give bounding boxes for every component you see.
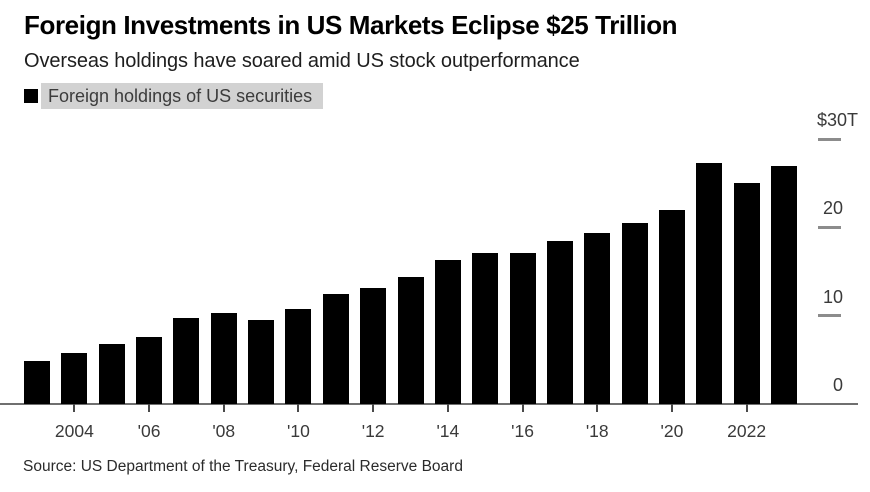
bar-2005 — [98, 343, 125, 404]
x-axis-tick-label: '20 — [660, 421, 684, 441]
x-axis-tick-label: '18 — [585, 421, 609, 441]
x-axis-tick-label: '14 — [436, 421, 460, 441]
chart-title: Foreign Investments in US Markets Eclips… — [24, 10, 678, 40]
y-gridline-dash — [818, 314, 841, 318]
legend-label: Foreign holdings of US securities — [41, 83, 324, 109]
bar-2016 — [509, 252, 536, 404]
x-axis-tick — [148, 404, 151, 412]
bar-2003 — [24, 360, 50, 404]
x-axis-tick — [745, 404, 748, 412]
y-gridline-dash — [818, 137, 841, 141]
source-note: Source: US Department of the Treasury, F… — [23, 458, 463, 475]
x-axis-tick — [297, 404, 300, 412]
bar-2015 — [472, 252, 499, 404]
y-gridline-dash — [818, 225, 841, 229]
bar-2012 — [360, 288, 387, 404]
x-axis-line — [0, 403, 858, 405]
x-axis-tick — [521, 404, 524, 412]
bar-2023 — [771, 166, 797, 404]
bar-2019 — [621, 222, 648, 404]
x-axis-tick — [73, 404, 76, 412]
bar-2021 — [696, 162, 723, 404]
x-axis-tick-label: '06 — [137, 421, 161, 441]
x-axis-tick-label: '16 — [511, 421, 534, 441]
x-axis-tick — [596, 404, 599, 412]
bar-2013 — [397, 276, 424, 404]
y-axis-tick-label: 20 — [822, 198, 843, 219]
bar-2008 — [210, 313, 237, 404]
x-axis-tick — [446, 404, 449, 412]
x-axis-tick — [670, 404, 673, 412]
legend-swatch-icon — [24, 89, 38, 103]
legend: Foreign holdings of US securities — [24, 83, 324, 109]
bar-2020 — [658, 209, 685, 404]
bar-2006 — [136, 336, 163, 404]
x-axis-tick-label: '10 — [287, 421, 310, 441]
chart-subtitle: Overseas holdings have soared amid US st… — [24, 50, 580, 72]
x-axis-tick-label: '08 — [212, 421, 236, 441]
bar-2011 — [322, 294, 349, 404]
x-axis-tick — [372, 404, 375, 412]
bar-2018 — [584, 232, 611, 404]
bar-2022 — [733, 183, 760, 404]
y-axis-tick-label: 10 — [822, 286, 843, 307]
bar-2010 — [285, 309, 312, 404]
x-axis-tick — [222, 404, 225, 412]
bar-2014 — [434, 260, 461, 404]
x-axis-tick-label: 2004 — [54, 421, 94, 441]
bar-2017 — [546, 241, 573, 404]
y-axis-tick-label: 0 — [832, 375, 843, 395]
x-axis-tick-label: 2022 — [727, 421, 767, 441]
bar-2004 — [61, 352, 88, 404]
x-axis-tick-label: '12 — [361, 421, 385, 441]
bar-2009 — [248, 320, 275, 404]
y-axis-tick-label: $30T — [816, 110, 858, 130]
bar-2007 — [173, 318, 200, 404]
